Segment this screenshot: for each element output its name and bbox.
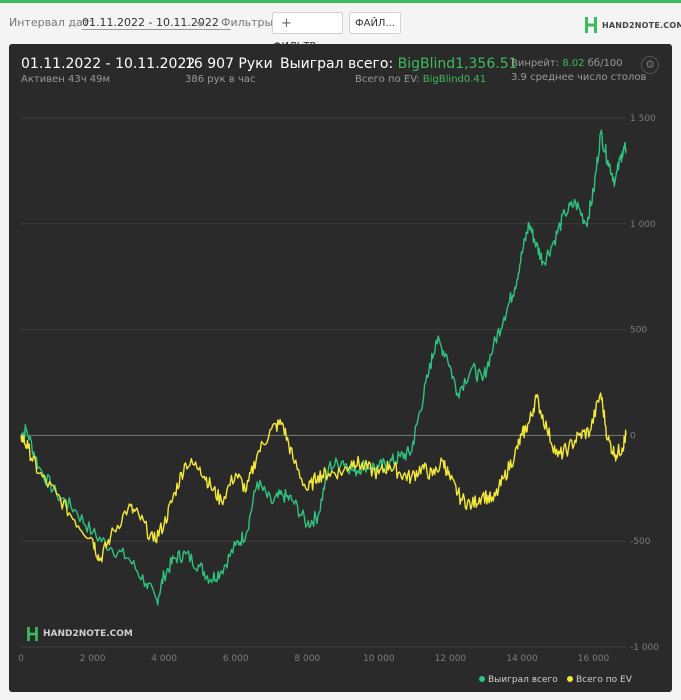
avg-tables: 3.9 среднее число столов	[511, 72, 647, 83]
y-tick-label: 1 500	[630, 114, 656, 124]
active-time: Активен 43ч 49м	[21, 74, 111, 85]
top-accent-bar	[0, 0, 681, 3]
graph-panel: 1 500 1 000 500 0 -500 -1 000 0 2 000 4 000 6 000…	[9, 44, 672, 692]
x-tick-label: 8 000	[294, 654, 320, 664]
x-tick-label: 12 000	[435, 654, 467, 664]
legend-label-won: Выиграл всего	[488, 675, 558, 685]
series-line-ev	[20, 392, 627, 563]
date-range-select[interactable]: 01.11.2022 - 10.11.2022	[82, 16, 231, 30]
hands-count: 16 907 Руки	[185, 56, 273, 72]
watermark-text: HAND2NOTE.COM	[43, 629, 133, 639]
legend-label-ev: Всего по EV	[576, 675, 633, 685]
x-tick-label: 4 000	[151, 654, 177, 664]
won-total: Выиграл всего: BigBlind1,356.51	[280, 56, 518, 72]
won-label: Выиграл всего:	[280, 56, 394, 72]
x-tick-label: 0	[18, 654, 24, 664]
ev-label: Всего по EV:	[355, 74, 420, 85]
x-tick-label: 2 000	[80, 654, 106, 664]
plus-icon: +	[281, 16, 292, 31]
x-tick-label: 14 000	[506, 654, 538, 664]
winrate-value: 8.02	[562, 58, 585, 69]
y-tick-label: 1 000	[630, 220, 656, 230]
toolbar: Интервал дат: 01.11.2022 - 10.11.2022 Фи…	[0, 3, 681, 52]
period-title: 01.11.2022 - 10.11.2022	[21, 56, 196, 72]
logo-icon	[585, 17, 597, 33]
filters-label: Фильтры:	[221, 16, 277, 29]
profit-chart: 1 500 1 000 500 0 -500 -1 000 0 2 000 4 000 6 000…	[18, 114, 659, 685]
legend-marker-ev	[567, 676, 573, 682]
won-value: BigBlind1,356.51	[397, 56, 518, 72]
y-tick-label: 0	[630, 431, 636, 441]
legend-marker-won	[479, 676, 485, 682]
y-tick-label: -500	[630, 537, 651, 547]
ev-total: Всего по EV: BigBlind0.41	[355, 74, 486, 85]
chart-grid	[21, 117, 626, 648]
x-tick-label: 16 000	[578, 654, 610, 664]
watermark-logo-icon	[27, 626, 38, 642]
x-tick-label: 6 000	[223, 654, 249, 664]
date-interval-label: Интервал дат:	[9, 16, 93, 29]
y-tick-label: -1 000	[630, 643, 659, 653]
gear-icon[interactable]: ⚙	[641, 56, 659, 74]
winrate-label: Винрейт:	[511, 58, 560, 69]
y-tick-label: 500	[630, 326, 647, 336]
logo-text: HAND2NOTE.COM	[602, 21, 681, 30]
chevron-down-icon[interactable]	[196, 22, 204, 27]
filter-button[interactable]: +ФИЛЬТР...	[272, 12, 343, 52]
ev-value: BigBlind0.41	[422, 74, 487, 85]
x-tick-label: 10 000	[363, 654, 395, 664]
winrate-unit: бб/100	[587, 58, 623, 69]
hands-per-hour: 386 рук в час	[185, 74, 256, 85]
file-button[interactable]: ФАЙЛ...	[349, 12, 401, 34]
winrate: Винрейт: 8.02 бб/100	[511, 58, 623, 69]
